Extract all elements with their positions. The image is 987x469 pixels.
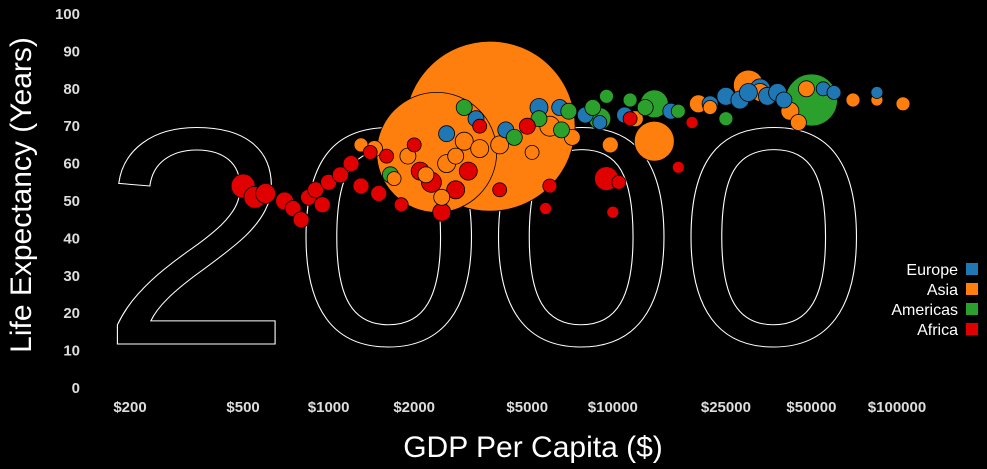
bubble-asia[interactable] <box>470 139 490 159</box>
bubble-africa[interactable] <box>606 205 620 219</box>
bubble-asia[interactable] <box>454 131 474 151</box>
legend-label: Europe <box>906 262 958 279</box>
x-axis-ticks: $200 $500 $1000 $2000 $5000 $10000 $25000 $5000… <box>113 399 926 416</box>
bubble-americas[interactable] <box>718 111 734 127</box>
bubble-asia[interactable] <box>633 120 675 162</box>
bubble-americas[interactable] <box>553 121 570 139</box>
bubble-africa[interactable] <box>432 202 452 222</box>
x-tick-label: $5000 <box>506 399 548 416</box>
x-tick-label: $100000 <box>868 399 926 416</box>
x-tick-label: $200 <box>113 399 146 416</box>
bubble-asia[interactable] <box>417 166 435 184</box>
x-tick-label: $25000 <box>701 399 751 416</box>
bubble-africa[interactable] <box>622 111 638 127</box>
legend: Europe Asia Americas Africa <box>891 262 978 339</box>
y-tick-label: 20 <box>63 305 80 322</box>
bubble-asia[interactable] <box>895 96 911 112</box>
bubble-africa[interactable] <box>362 144 378 160</box>
bubble-asia[interactable] <box>798 80 815 98</box>
bubble-africa[interactable] <box>492 182 508 198</box>
bubble-asia[interactable] <box>702 100 718 115</box>
y-axis-title: Life Expectancy (Years) <box>5 37 38 353</box>
bubble-africa[interactable] <box>313 196 331 214</box>
bubble-americas[interactable] <box>636 99 654 116</box>
bubble-africa[interactable] <box>255 183 277 204</box>
bubbles <box>230 40 911 229</box>
y-tick-label: 40 <box>63 230 80 247</box>
x-tick-label: $2000 <box>393 399 435 416</box>
bubble-europe[interactable] <box>592 115 608 130</box>
y-tick-label: 50 <box>63 193 80 210</box>
bubble-asia[interactable] <box>601 136 619 154</box>
bubble-africa[interactable] <box>446 180 466 200</box>
y-tick-label: 30 <box>63 268 80 285</box>
bubble-asia[interactable] <box>524 144 540 160</box>
legend-swatch <box>966 263 978 275</box>
bubble-africa[interactable] <box>370 185 388 202</box>
bubble-americas[interactable] <box>584 99 602 116</box>
legend-label: Africa <box>917 322 958 339</box>
x-tick-label: $500 <box>226 399 259 416</box>
bubble-africa[interactable] <box>518 117 536 135</box>
bubble-americas[interactable] <box>599 88 614 104</box>
bubble-asia[interactable] <box>447 147 465 165</box>
y-tick-label: 10 <box>63 343 80 360</box>
x-tick-label: $1000 <box>308 399 350 416</box>
bubble-africa[interactable] <box>671 160 685 174</box>
bubble-africa[interactable] <box>379 148 395 164</box>
bubble-africa[interactable] <box>307 181 325 199</box>
bubble-americas[interactable] <box>455 99 473 116</box>
bubble-africa[interactable] <box>320 173 338 191</box>
y-tick-label: 0 <box>72 380 80 397</box>
legend-label: Asia <box>927 282 958 299</box>
bubble-africa[interactable] <box>342 155 360 173</box>
bubble-asia[interactable] <box>845 92 861 108</box>
bubble-africa[interactable] <box>539 202 552 215</box>
bubble-africa[interactable] <box>292 211 310 229</box>
y-tick-label: 80 <box>63 81 80 98</box>
bubble-europe[interactable] <box>870 86 884 99</box>
y-tick-label: 70 <box>63 118 80 135</box>
bubble-africa[interactable] <box>611 174 627 190</box>
bubble-europe[interactable] <box>739 83 758 102</box>
bubble-asia[interactable] <box>490 135 510 155</box>
bubble-americas[interactable] <box>560 102 578 120</box>
legend-swatch <box>966 303 978 315</box>
bubble-africa[interactable] <box>406 137 422 153</box>
x-axis-title: GDP Per Capita ($) <box>403 431 663 464</box>
bubble-europe[interactable] <box>775 91 793 109</box>
bubble-europe[interactable] <box>826 85 842 100</box>
bubble-asia[interactable] <box>790 114 807 131</box>
bubble-africa[interactable] <box>472 118 488 134</box>
legend-swatch <box>966 323 978 335</box>
bubble-africa[interactable] <box>393 197 409 213</box>
bubble-asia[interactable] <box>433 188 451 206</box>
y-tick-label: 90 <box>63 43 80 60</box>
y-tick-label: 60 <box>63 156 80 173</box>
bubble-africa[interactable] <box>352 177 370 195</box>
bubble-africa[interactable] <box>542 178 558 194</box>
bubble-americas[interactable] <box>670 103 686 119</box>
legend-label: Americas <box>891 302 958 319</box>
bubble-americas[interactable] <box>505 128 523 146</box>
x-tick-label: $50000 <box>786 399 836 416</box>
bubble-europe[interactable] <box>438 125 456 143</box>
bubble-africa[interactable] <box>685 116 699 129</box>
bubble-africa[interactable] <box>331 166 349 184</box>
bubble-africa[interactable] <box>458 161 478 181</box>
bubble-americas[interactable] <box>622 92 638 108</box>
x-tick-label: $10000 <box>588 399 638 416</box>
bubble-asia[interactable] <box>386 171 402 187</box>
y-axis-ticks: 0 10 20 30 40 50 60 70 80 90 100 <box>55 6 80 397</box>
legend-swatch <box>966 283 978 295</box>
y-tick-label: 100 <box>55 6 80 23</box>
